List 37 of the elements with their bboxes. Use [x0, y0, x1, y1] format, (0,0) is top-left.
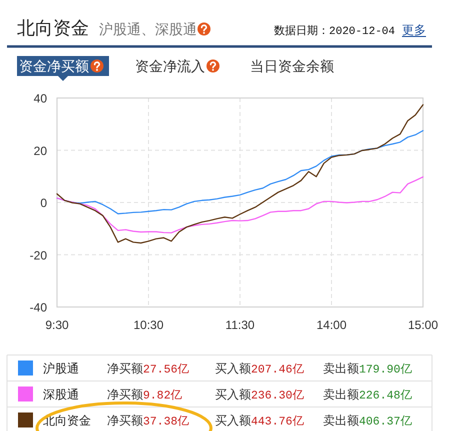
- text: 净买额: [107, 414, 143, 428]
- y-tick-label: -20: [30, 248, 48, 262]
- chart-subtitle: 沪股通、深股通: [99, 21, 197, 37]
- y-tick-label: 0: [40, 196, 48, 210]
- legend-label: 深股通: [43, 388, 79, 402]
- text: 买入额: [215, 388, 251, 402]
- x-tick-label: 11:30: [225, 318, 255, 332]
- text: 数据日期：2020-12-04: [274, 25, 396, 38]
- y-tick-label: 20: [34, 144, 48, 158]
- x-tick-label: 15:00: [408, 318, 438, 332]
- text: 207.46亿: [251, 362, 304, 376]
- text: 9.82亿: [143, 388, 183, 402]
- x-tick-label: 10:30: [133, 318, 164, 332]
- text: 净买额: [107, 388, 143, 402]
- text: 更多: [402, 23, 426, 37]
- text: 资金净买额: [19, 58, 89, 74]
- text: 27.56亿: [143, 362, 190, 376]
- text: 226.48亿: [359, 388, 412, 402]
- text: 净买额: [107, 362, 143, 376]
- text: 236.30亿: [251, 388, 304, 402]
- text: 179.90亿: [359, 362, 412, 376]
- x-tick-label: 9:30: [45, 318, 69, 332]
- text: 当日资金余额: [250, 58, 334, 74]
- text: 37.38亿: [143, 414, 190, 428]
- y-tick-label: -40: [30, 300, 48, 314]
- text: 资金净流入: [135, 58, 205, 74]
- text: 卖出额: [323, 362, 359, 376]
- text: 买入额: [215, 362, 251, 376]
- y-tick-label: 40: [34, 92, 48, 106]
- x-tick-label: 14:00: [316, 318, 347, 332]
- text: 443.76亿: [251, 414, 304, 428]
- text: 卖出额: [323, 414, 359, 428]
- chart-title: 北向资金: [17, 18, 89, 38]
- legend-label: 沪股通: [43, 362, 79, 376]
- text: 买入额: [215, 414, 251, 428]
- text: 卖出额: [323, 388, 359, 402]
- text: 406.37亿: [359, 414, 412, 428]
